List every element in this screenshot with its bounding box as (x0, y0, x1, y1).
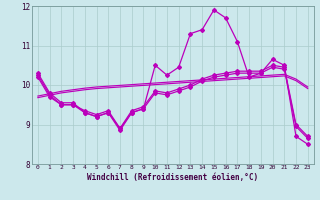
X-axis label: Windchill (Refroidissement éolien,°C): Windchill (Refroidissement éolien,°C) (87, 173, 258, 182)
